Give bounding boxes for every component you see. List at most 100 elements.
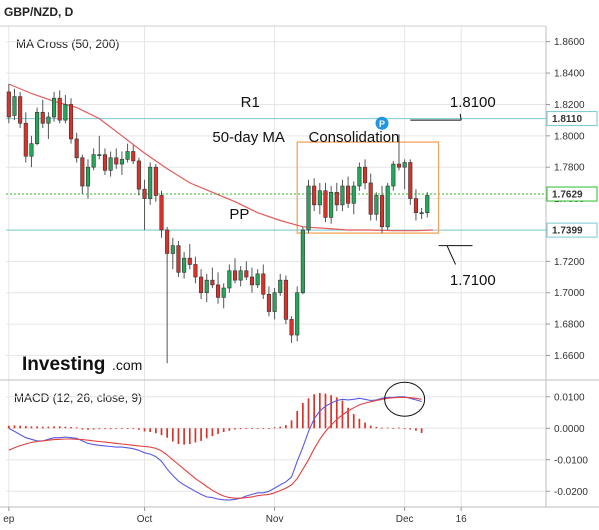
macd-histogram-bar [138,428,140,430]
candle-body [266,293,271,312]
macd-y-tick-label: -0.0200 [554,487,588,498]
macd-highlight-circle [384,381,426,417]
candle-body [357,166,362,187]
macd-histogram-bar [256,428,259,430]
macd-histogram-bar [398,427,400,429]
price-label: 1.8110 [552,114,582,125]
macd-histogram-bar [403,428,406,430]
macd-histogram-bar [70,426,72,429]
main-marks: R1 50-day MA Consolidation PP 1.8100 1.7100 P [6,83,546,364]
macd-histogram-bar [228,428,231,431]
candle-body [57,97,62,121]
macd-histogram-bar [98,428,101,430]
macd-histogram-bar [200,428,202,441]
candle-body [80,157,85,187]
macd-histogram-bar [87,428,89,430]
candle-body [374,195,379,215]
macd-histogram-bar [279,426,282,429]
macd-histogram-bar [75,427,78,429]
candle-body [351,185,356,204]
macd-panel-title: MACD (12, 26, close, 9) [14,391,142,405]
target-connector [459,113,462,121]
macd-histogram-bar [64,426,67,429]
candle-body [385,185,390,228]
macd-histogram-bar [13,425,16,429]
chart-annotation: 1.7100 [450,272,496,289]
macd-histogram-bar [132,428,135,430]
macd-histogram-bar [188,428,191,444]
candle-body [278,279,283,294]
macd-histogram-bar [262,428,265,430]
macd-histogram-bar [268,428,270,430]
macd-histogram-bar [205,428,208,439]
candle-body [425,195,430,213]
macd-y-tick-label: 0.0000 [554,424,585,435]
macd-histogram-bar [381,427,383,429]
macd-histogram-bar [19,425,21,429]
candle-body [368,182,373,215]
candle-body [68,104,74,140]
macd-histogram-bar [183,428,185,445]
candle-body [142,188,147,199]
chart-annotation: 1.8100 [450,94,496,111]
candle-body [329,192,334,218]
candle-body [153,166,158,196]
macd-histogram-bar [194,428,197,443]
macd-histogram-bar [375,426,378,429]
candle-body [114,157,119,165]
macd-histogram-bar [115,428,118,430]
candle-body [12,96,17,116]
y-tick-label: 1.8600 [554,37,585,48]
macd-y-tick-label: 0.0100 [554,392,585,403]
candle-body [408,162,413,199]
candle-body [255,273,260,286]
candle-body [97,154,102,156]
macd-histogram-bar [217,428,219,434]
y-tick-label: 1.8200 [554,100,585,111]
consolidation-box [296,141,440,234]
chart-annotation: 50-day MA [212,129,285,146]
x-tick-label: ep [3,514,15,525]
price-label-box [546,222,598,238]
candle-body [52,97,57,118]
candle-body [391,163,396,187]
macd-histogram-bar [154,428,157,434]
macd-histogram-bar [290,420,293,429]
macd-histogram-bar [36,426,38,429]
price-label-box [546,111,598,127]
candle-body [136,160,141,190]
macd-histogram-bar [409,428,412,430]
macd-histogram-bar [211,428,214,437]
macd-histogram-bar [126,428,129,430]
macd-histogram-bar [47,426,50,429]
candle-body [102,154,108,171]
main-panel-title: MA Cross (50, 200) [16,37,119,51]
macd-histogram-bar [166,428,168,438]
macd-histogram-bar [415,428,417,431]
macd-histogram-bar [222,428,225,433]
macd-histogram-bar [234,428,236,430]
x-tick-label: Oct [137,514,153,525]
candle-body [176,245,181,273]
candle-body [46,116,51,124]
candle-body [199,276,204,294]
candle-body [379,195,385,228]
y-tick-label: 1.7800 [554,163,585,174]
macd-histogram-bar [364,422,366,429]
y-tick-label: 1.6600 [554,351,585,362]
candle-body [18,96,23,124]
candle-body [244,270,249,278]
candle-body [159,195,164,231]
y-tick-label: 1.8400 [554,69,585,80]
x-tick-label: Dec [396,514,414,525]
macd-histogram-bar [335,397,338,429]
macd-grid [6,396,546,492]
macd-histogram-bar [7,425,10,429]
candle-body [74,138,79,159]
y-tick-label: 1.7200 [554,257,585,268]
investing-logo: Investing .com [22,354,142,375]
candle-body [227,270,232,289]
macd-line [8,396,422,501]
macd-histogram-bar [330,395,332,429]
